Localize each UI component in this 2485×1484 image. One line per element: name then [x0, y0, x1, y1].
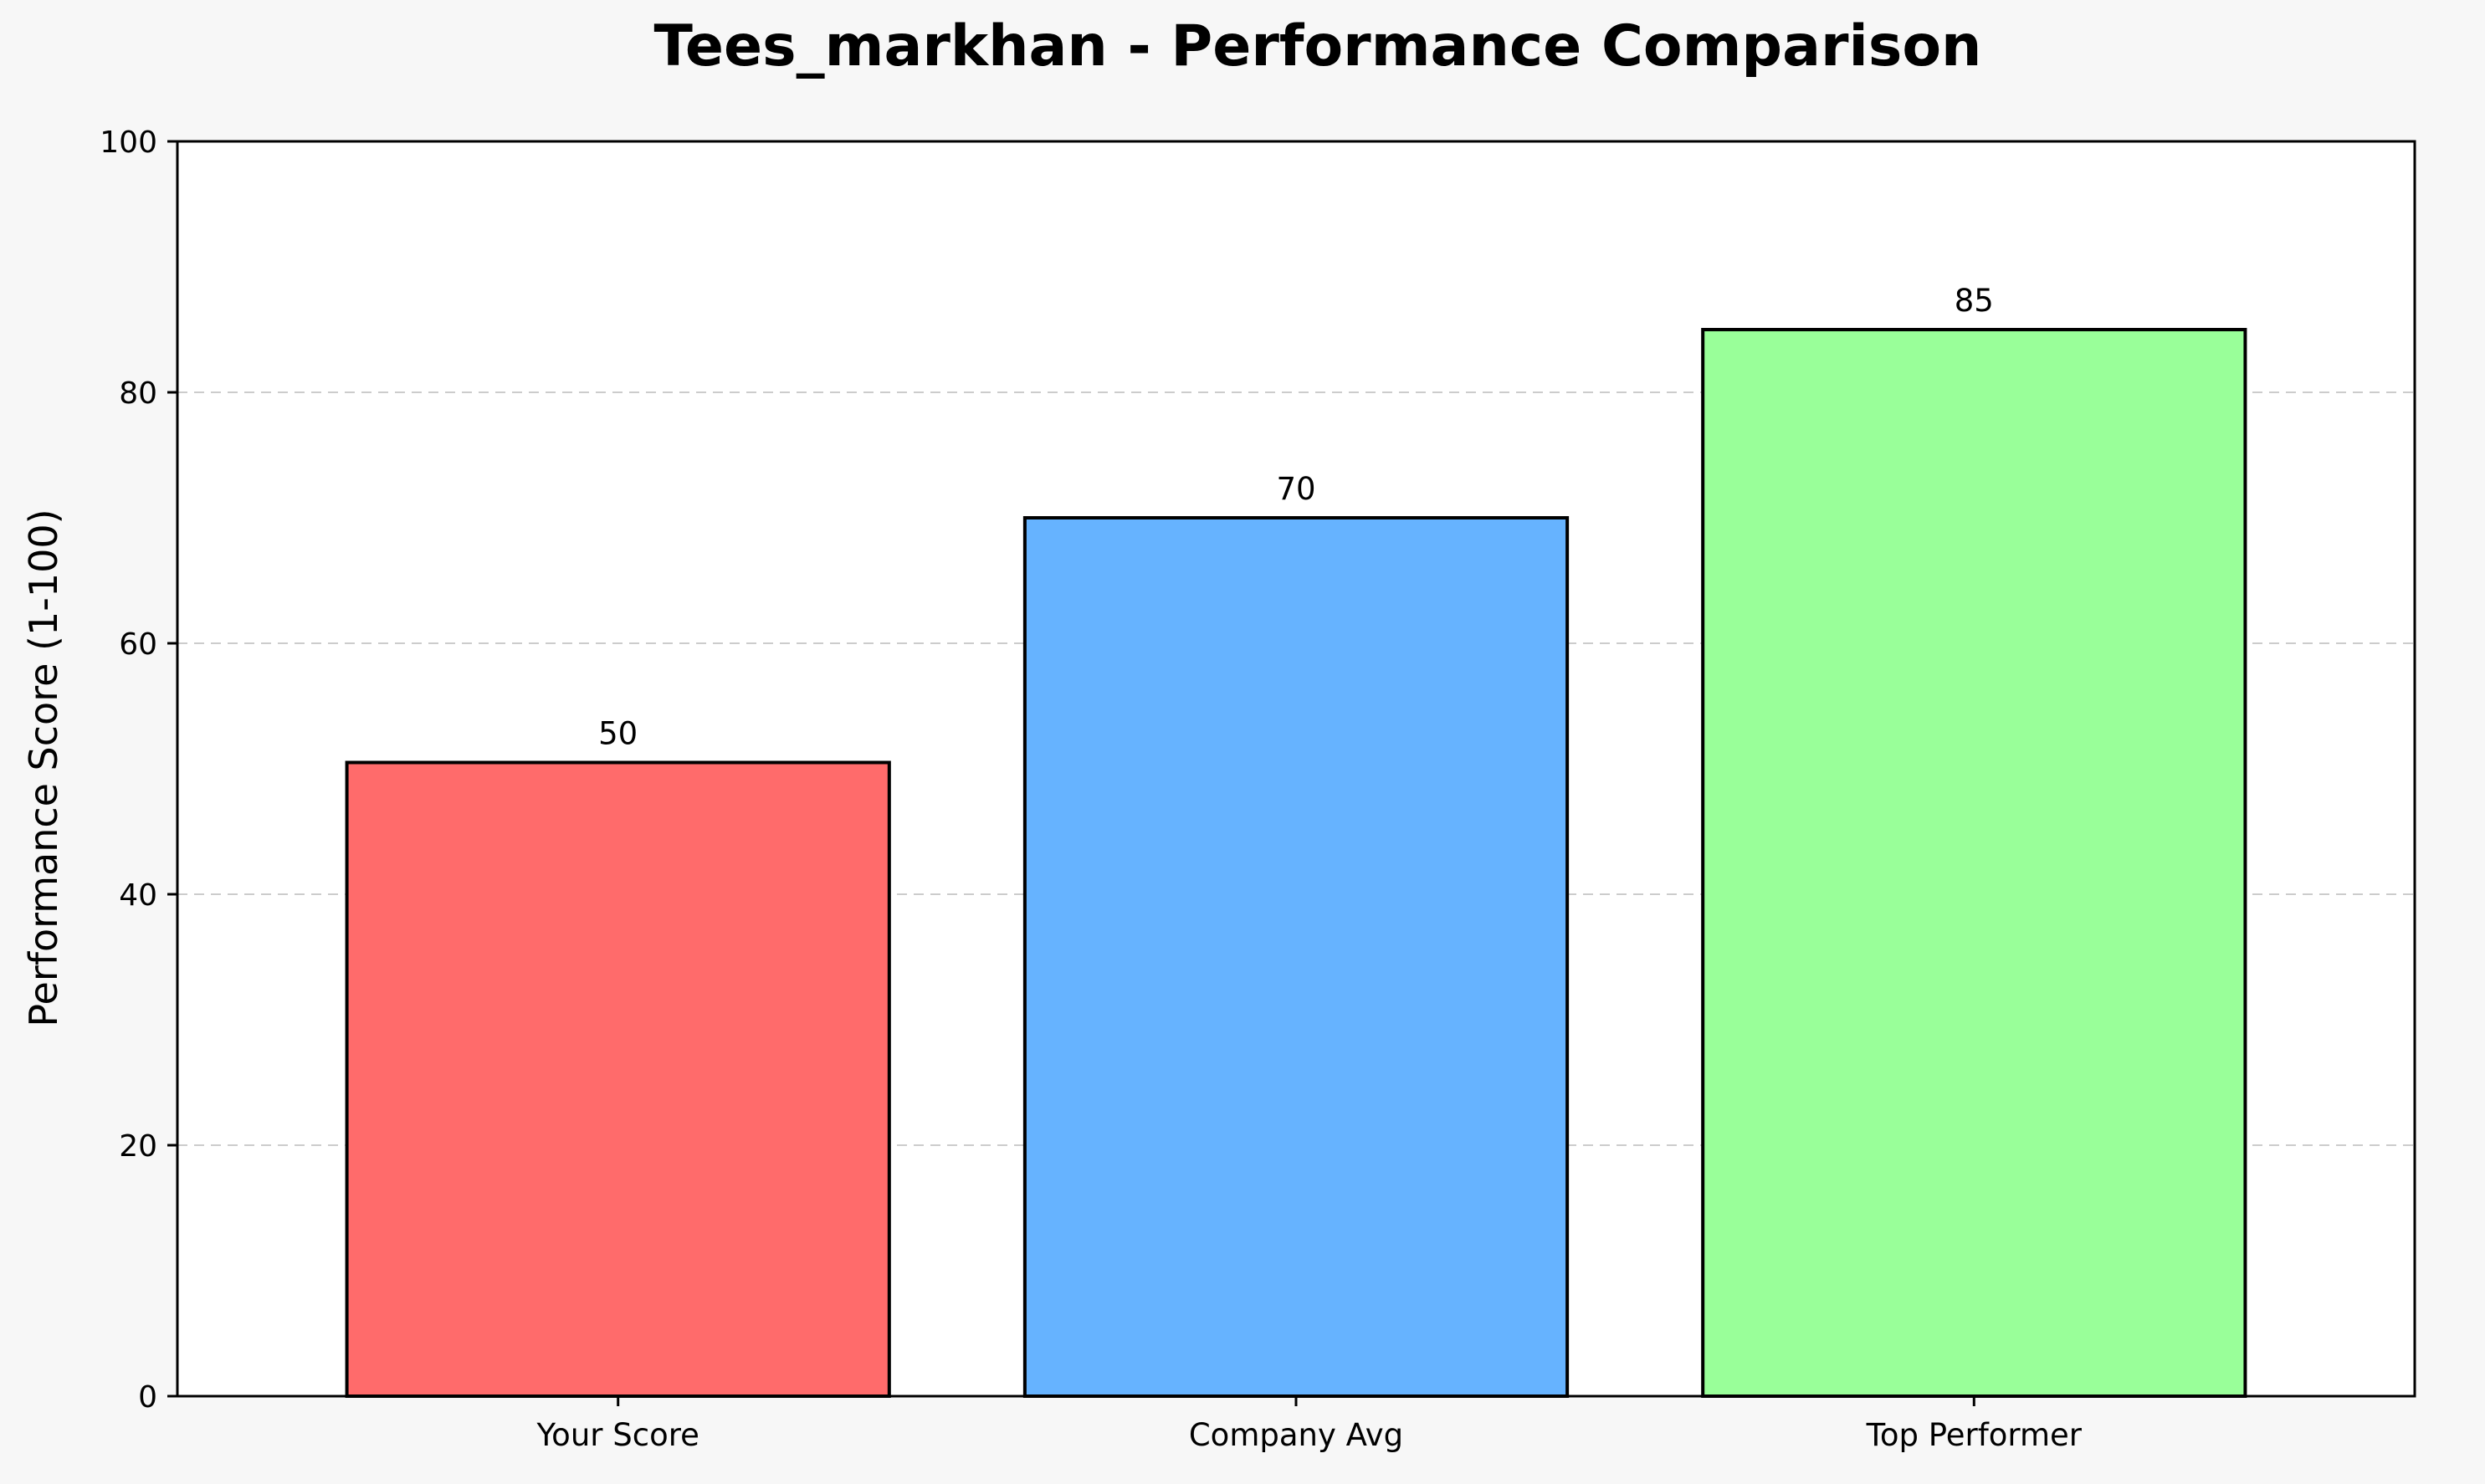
- value-labels: 50 70 85: [598, 283, 1994, 752]
- x-tick-label: Top Performer: [1866, 1417, 2083, 1453]
- x-tick-label: Company Avg: [1189, 1417, 1403, 1453]
- x-axis-ticks: Your Score Company Avg Top Performer: [536, 1396, 2083, 1453]
- bar-company-avg: [1022, 516, 1570, 1398]
- x-tick-label: Your Score: [536, 1417, 699, 1453]
- y-axis-label: Performance Score (1-100): [21, 509, 66, 1026]
- bar-value-label: 50: [598, 716, 638, 752]
- bar-top-performer: [1701, 328, 2247, 1398]
- y-axis-ticks: 0 20 40 60 80 100: [100, 125, 177, 1415]
- y-tick-label: 20: [119, 1129, 157, 1164]
- y-tick-label: 100: [100, 125, 157, 160]
- y-tick-label: 80: [119, 376, 157, 411]
- bar-value-label: 85: [1955, 283, 1994, 319]
- bar-value-label: 70: [1276, 471, 1315, 507]
- chart-title: Tees_markhan - Performance Comparison: [654, 13, 1982, 79]
- y-tick-label: 60: [119, 627, 157, 662]
- y-tick-label: 40: [119, 878, 157, 913]
- bar-your-score: [345, 760, 891, 1398]
- bars: [345, 328, 2247, 1398]
- y-tick-label: 0: [138, 1380, 157, 1415]
